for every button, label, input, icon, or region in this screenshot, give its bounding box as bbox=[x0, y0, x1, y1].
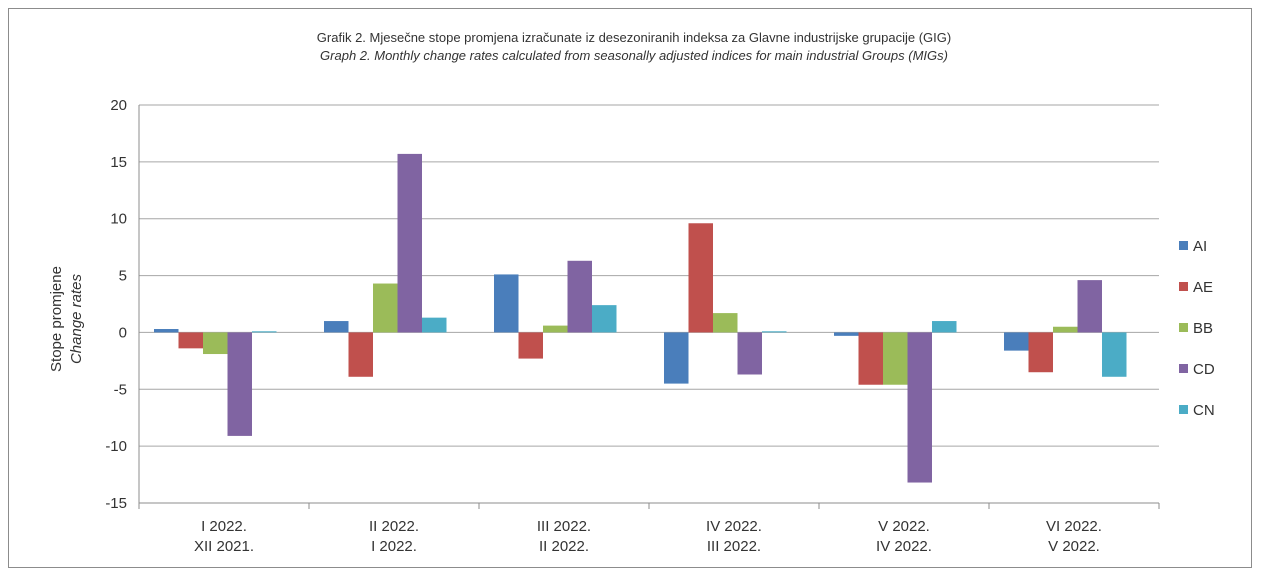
legend-swatch-ae bbox=[1179, 282, 1188, 291]
bars bbox=[154, 153, 1127, 483]
legend-label-cd: CD bbox=[1193, 361, 1215, 378]
bar-cd bbox=[737, 332, 762, 375]
bar-ai bbox=[664, 332, 689, 384]
x-category-label-line1: III 2022. bbox=[537, 518, 591, 535]
x-category-label-line2: IV 2022. bbox=[876, 538, 932, 555]
y-tick-label: 5 bbox=[119, 268, 127, 285]
bar-cd bbox=[227, 332, 252, 436]
y-tick-label: -5 bbox=[114, 381, 127, 398]
bar-cn bbox=[1102, 332, 1127, 377]
bar-ai bbox=[834, 332, 859, 336]
bar-bb bbox=[203, 332, 228, 355]
y-axis-label: Stope promjene Change rates bbox=[48, 266, 85, 372]
bar-bb bbox=[373, 283, 398, 333]
y-axis-label-line1: Stope promjene bbox=[48, 266, 65, 372]
legend-swatch-cd bbox=[1179, 364, 1188, 373]
bar-bb bbox=[713, 313, 738, 333]
y-axis-label-line2: Change rates bbox=[68, 273, 85, 364]
x-axis bbox=[138, 105, 1160, 509]
x-category-label-line2: V 2022. bbox=[1048, 538, 1100, 555]
bar-cn bbox=[762, 331, 787, 333]
bar-ae bbox=[348, 332, 373, 377]
y-tick-label: -15 bbox=[105, 495, 127, 512]
y-tick-label: -10 bbox=[105, 438, 127, 455]
legend: AI AE BB CD CN bbox=[1179, 238, 1215, 419]
chart-subtitle: Graph 2. Monthly change rates calculated… bbox=[320, 48, 948, 63]
legend-swatch-bb bbox=[1179, 323, 1188, 332]
bar-cd bbox=[567, 260, 592, 333]
x-category-label-line1: VI 2022. bbox=[1046, 518, 1102, 535]
legend-label-cn: CN bbox=[1193, 402, 1215, 419]
x-category-label-line2: XII 2021. bbox=[194, 538, 254, 555]
chart-title: Grafik 2. Mjesečne stope promjena izraču… bbox=[317, 30, 951, 45]
legend-label-ae: AE bbox=[1193, 279, 1213, 296]
bar-cn bbox=[592, 305, 617, 333]
bar-bb bbox=[883, 332, 908, 385]
legend-label-ai: AI bbox=[1193, 238, 1207, 255]
chart-frame: Grafik 2. Mjesečne stope promjena izraču… bbox=[8, 8, 1252, 568]
bar-cn bbox=[252, 331, 277, 333]
bar-bb bbox=[1053, 326, 1078, 333]
y-tick-label: 20 bbox=[110, 97, 127, 114]
y-axis-ticks: 20 15 10 5 0 -5 -10 -15 bbox=[105, 97, 127, 512]
legend-label-bb: BB bbox=[1193, 320, 1213, 337]
x-category-label-line2: III 2022. bbox=[707, 538, 761, 555]
legend-swatch-ai bbox=[1179, 241, 1188, 250]
bar-cd bbox=[1077, 280, 1102, 333]
x-category-label-line2: I 2022. bbox=[371, 538, 417, 555]
bar-ae bbox=[858, 332, 883, 385]
bar-bb bbox=[543, 325, 568, 333]
x-axis-categories: I 2022. XII 2021. II 2022. I 2022. III 2022.… bbox=[194, 518, 1102, 555]
gridlines bbox=[139, 104, 1159, 504]
x-category-label-line1: I 2022. bbox=[201, 518, 247, 535]
x-category-label-line1: II 2022. bbox=[369, 518, 419, 535]
bar-ai bbox=[494, 274, 519, 333]
y-tick-label: 10 bbox=[110, 211, 127, 228]
bar-ai bbox=[154, 329, 179, 333]
bar-ae bbox=[1028, 332, 1053, 373]
bar-ae bbox=[178, 332, 203, 349]
bar-ai bbox=[1004, 332, 1029, 351]
y-tick-label: 0 bbox=[119, 324, 127, 341]
x-category-label-line1: V 2022. bbox=[878, 518, 930, 535]
bar-ae bbox=[688, 223, 713, 333]
bar-cd bbox=[397, 153, 422, 333]
bar-cn bbox=[422, 317, 447, 333]
x-category-label-line1: IV 2022. bbox=[706, 518, 762, 535]
legend-swatch-cn bbox=[1179, 405, 1188, 414]
x-category-label-line2: II 2022. bbox=[539, 538, 589, 555]
bar-ai bbox=[324, 321, 349, 333]
y-tick-label: 15 bbox=[110, 154, 127, 171]
bar-cd bbox=[907, 332, 932, 483]
bar-cn bbox=[932, 321, 957, 333]
bar-ae bbox=[518, 332, 543, 359]
bar-chart: Grafik 2. Mjesečne stope promjena izraču… bbox=[48, 30, 1215, 555]
